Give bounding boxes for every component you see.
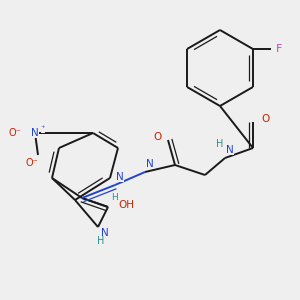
Text: N: N bbox=[31, 128, 39, 138]
Text: O: O bbox=[154, 132, 162, 142]
Text: N: N bbox=[116, 172, 124, 182]
Text: O⁻: O⁻ bbox=[26, 158, 38, 168]
Text: O⁻: O⁻ bbox=[8, 128, 21, 138]
Text: OH: OH bbox=[118, 200, 134, 210]
Text: N: N bbox=[146, 159, 154, 169]
Text: ⁺: ⁺ bbox=[41, 124, 45, 133]
Text: H: H bbox=[97, 236, 105, 246]
Text: N: N bbox=[226, 145, 234, 155]
Text: H: H bbox=[216, 139, 224, 149]
Text: F: F bbox=[276, 44, 282, 54]
Text: H: H bbox=[111, 194, 117, 202]
Text: N: N bbox=[101, 228, 109, 238]
Text: O: O bbox=[261, 114, 269, 124]
